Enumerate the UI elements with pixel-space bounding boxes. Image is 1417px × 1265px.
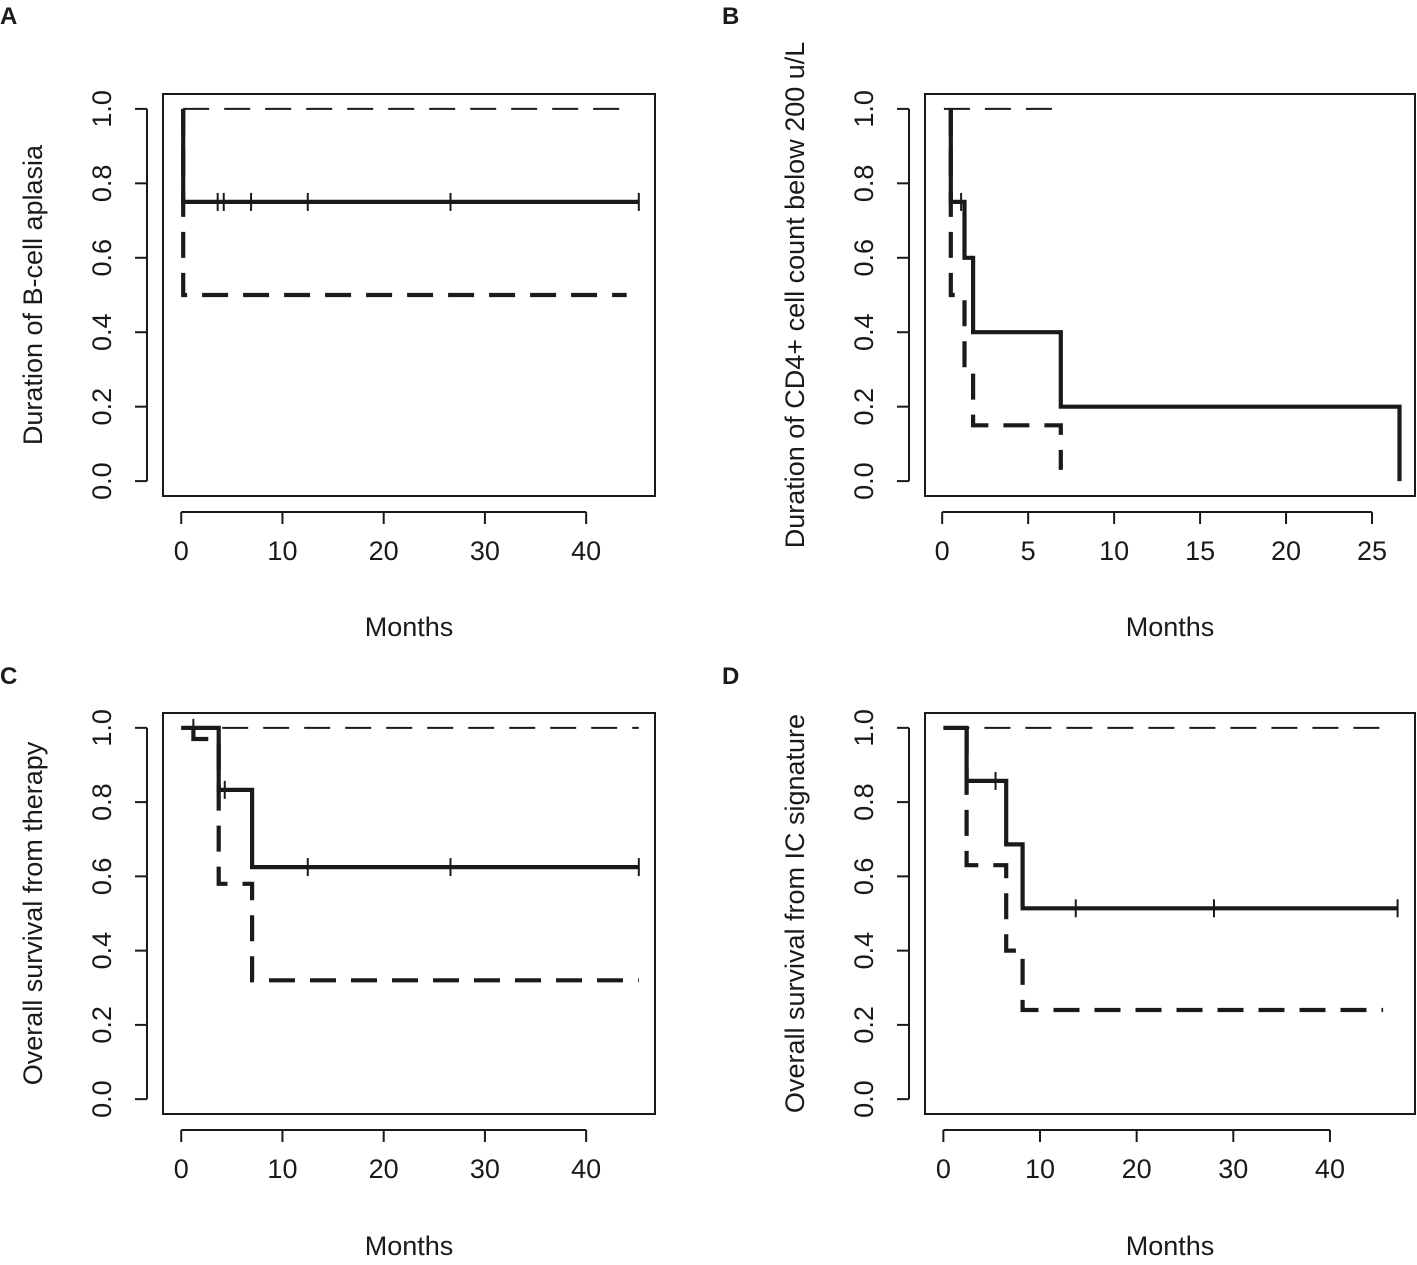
x-tick-label: 0 [936,1154,951,1184]
y-tick-label: 0.6 [87,239,117,277]
panel-label: B [722,3,739,30]
y-tick-label: 0.0 [87,462,117,500]
plot-frame [162,93,656,497]
x-tick-label: 30 [1218,1154,1248,1184]
x-tick-label: 20 [369,536,399,566]
y-axis-title: Duration of B-cell aplasia [18,144,48,445]
plot-frame [162,712,656,1115]
x-tick-label: 10 [1025,1154,1055,1184]
series-lower-bound [191,727,639,983]
y-tick-label: 0.0 [87,1080,117,1118]
y-axis-title: Overall survival from IC signature [780,714,810,1113]
y-tick-label: 0.0 [849,1080,879,1118]
series-lower-bound [964,727,1384,1013]
x-tick-label: 0 [935,536,950,566]
series-estimate [943,725,1398,911]
x-tick-label: 30 [470,536,500,566]
series-lower-bound [948,108,1063,470]
y-tick-label: 0.6 [849,239,879,277]
x-tick-label: 40 [1315,1154,1345,1184]
panel-d: D 0 10 20 30 40 0.0 0.2 0.4 0.6 0.8 1.0 Months Overal… [722,663,1416,1261]
y-axis-title: Overall survival from therapy [18,741,48,1085]
y-tick-label: 1.0 [849,90,879,128]
y-tick-label: 0.2 [849,1006,879,1044]
y-tick-label: 0.8 [849,165,879,203]
x-tick-label: 25 [1357,536,1387,566]
y-tick-label: 1.0 [87,709,117,747]
panel-label: D [722,663,739,690]
y-tick-label: 0.8 [87,783,117,821]
y-axis-title: Duration of CD4+ cell count below 200 u/… [780,42,810,549]
panel-a: A 0 10 20 30 40 0.0 0.2 0.4 0.6 0.8 1.0 Months Durati… [0,3,656,642]
y-tick-label: 0.4 [87,932,117,970]
x-axis-title: Months [1126,1231,1215,1261]
x-tick-label: 40 [571,536,601,566]
series-estimate [181,725,639,870]
y-tick-label: 0.4 [849,932,879,970]
x-tick-label: 0 [174,536,189,566]
x-tick-label: 10 [267,536,297,566]
y-tick-label: 0.4 [87,313,117,351]
series-lower-bound [181,108,627,298]
panel-label: A [0,3,17,30]
y-tick-label: 1.0 [87,90,117,128]
x-tick-label: 20 [369,1154,399,1184]
y-tick-label: 0.2 [87,388,117,426]
plot-frame [924,712,1416,1115]
x-tick-label: 20 [1271,536,1301,566]
x-tick-label: 5 [1021,536,1036,566]
x-tick-label: 20 [1122,1154,1152,1184]
x-tick-label: 10 [267,1154,297,1184]
panel-label: C [0,663,17,690]
x-tick-label: 10 [1099,536,1129,566]
y-tick-label: 0.6 [849,858,879,896]
y-tick-label: 0.4 [849,313,879,351]
series-estimate [181,108,639,204]
plot-frame [924,93,1416,497]
panel-c: C 0 10 20 30 40 0.0 0.2 0.4 0.6 0.8 1.0 Months Overal… [0,663,656,1261]
y-tick-label: 0.0 [849,462,879,500]
y-tick-label: 0.2 [849,388,879,426]
panel-b: B 0 5 10 15 20 25 0.0 0.2 0.4 0.6 0.8 1.0 Months Durat… [722,3,1416,642]
x-axis-title: Months [365,612,454,642]
y-tick-label: 0.8 [87,165,117,203]
x-tick-label: 40 [571,1154,601,1184]
x-axis-title: Months [365,1231,454,1261]
series-estimate [948,108,1402,482]
y-tick-label: 1.0 [849,709,879,747]
x-tick-label: 0 [174,1154,189,1184]
y-tick-label: 0.2 [87,1006,117,1044]
y-tick-label: 0.6 [87,858,117,896]
y-tick-label: 0.8 [849,783,879,821]
x-axis-title: Months [1126,612,1215,642]
x-tick-label: 30 [470,1154,500,1184]
x-tick-label: 15 [1185,536,1215,566]
